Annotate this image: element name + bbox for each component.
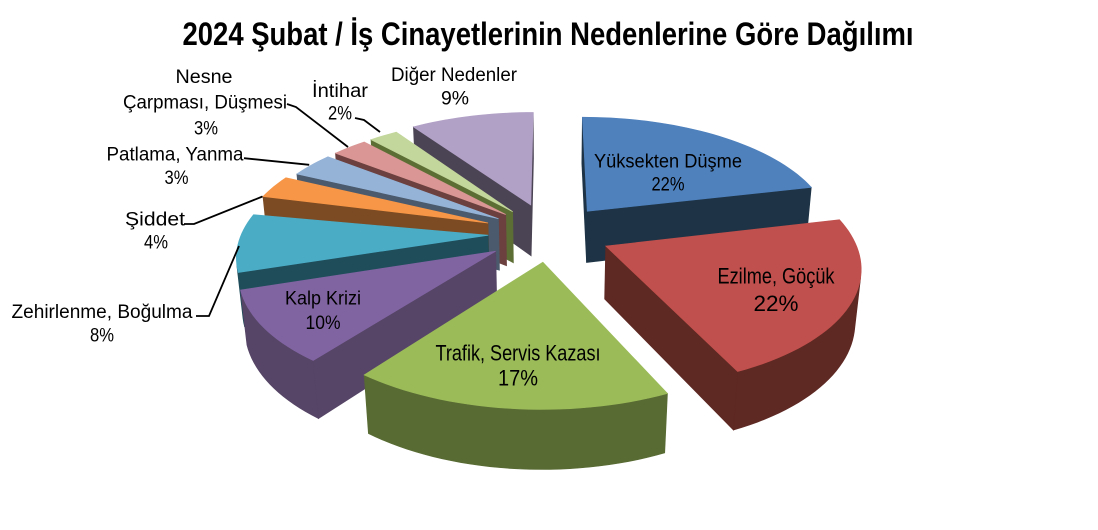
svg-text:Zehirlenme, Boğulma: Zehirlenme, Boğulma	[12, 302, 193, 323]
svg-text:Patlama, Yanma: Patlama, Yanma	[107, 144, 244, 165]
svg-text:2%: 2%	[328, 103, 352, 124]
svg-text:22%: 22%	[652, 174, 685, 195]
svg-text:3%: 3%	[165, 168, 189, 189]
svg-text:Nesne: Nesne	[176, 67, 233, 88]
svg-text:3%: 3%	[194, 118, 218, 139]
svg-text:Kalp Krizi: Kalp Krizi	[285, 288, 361, 309]
svg-text:17%: 17%	[498, 366, 538, 391]
svg-text:22%: 22%	[754, 291, 799, 316]
svg-text:İntihar: İntihar	[312, 81, 369, 102]
svg-text:Diğer Nedenler: Diğer Nedenler	[391, 65, 518, 86]
svg-text:9%: 9%	[441, 88, 469, 109]
svg-text:8%: 8%	[90, 325, 114, 346]
svg-text:2024 Şubat / İş Cinayetlerinin: 2024 Şubat / İş Cinayetlerinin Nedenleri…	[183, 16, 914, 52]
svg-text:Şiddet: Şiddet	[125, 209, 186, 230]
svg-text:Yüksekten Düşme: Yüksekten Düşme	[594, 151, 742, 172]
svg-text:4%: 4%	[144, 232, 168, 253]
svg-text:10%: 10%	[306, 313, 341, 334]
svg-text:Çarpması, Düşmesi: Çarpması, Düşmesi	[123, 92, 287, 113]
svg-text:Ezilme, Göçük: Ezilme, Göçük	[718, 264, 836, 289]
svg-text:Trafik, Servis Kazası: Trafik, Servis Kazası	[436, 341, 601, 366]
